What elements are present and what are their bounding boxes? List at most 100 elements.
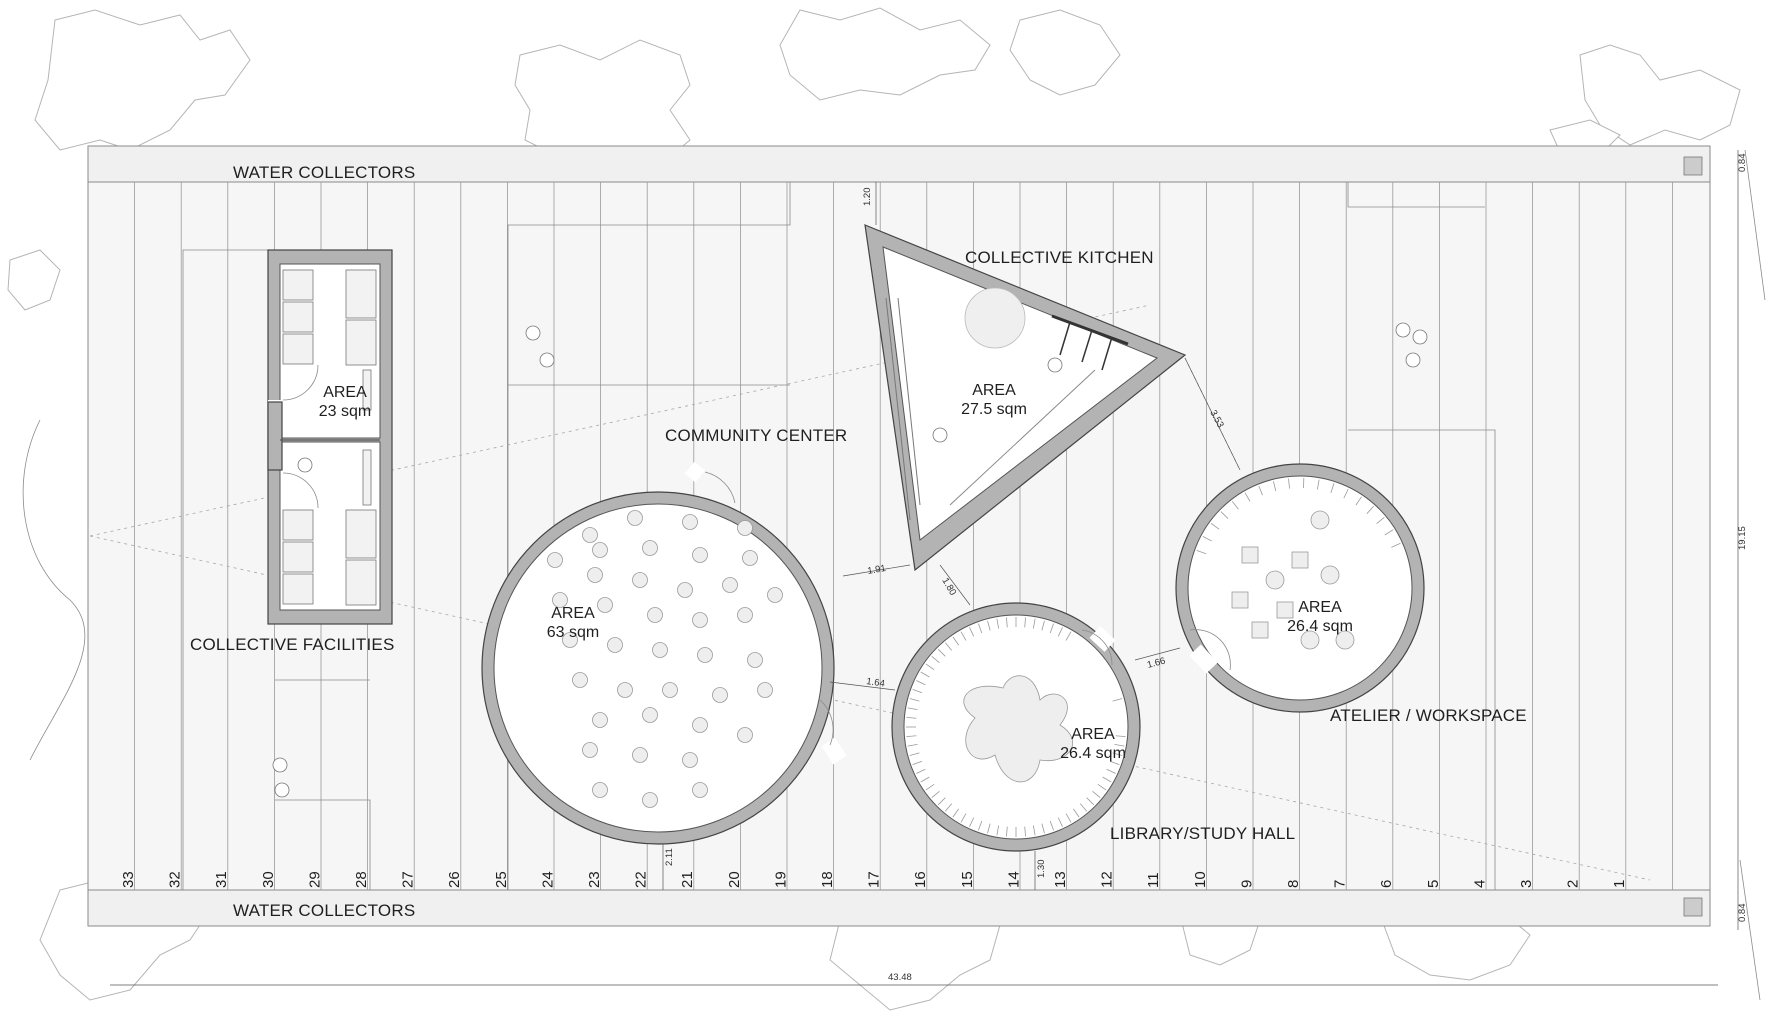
area-facilities-value: 23 sqm: [319, 403, 371, 420]
bay-number: 30: [260, 871, 277, 888]
seat: [722, 577, 738, 593]
shelf-line: [960, 813, 967, 823]
shelf-line: [969, 817, 975, 827]
seat: [642, 707, 658, 723]
shelf-line: [1024, 826, 1026, 837]
label-collective-kitchen: COLLECTIVE KITCHEN: [965, 248, 1154, 267]
shelf-line: [1258, 485, 1263, 496]
bay-number: 11: [1145, 872, 1162, 888]
label-community-center: COMMUNITY CENTER: [665, 426, 847, 445]
shelf-line: [916, 680, 926, 686]
workspace-item: [1241, 546, 1259, 564]
shelf-line: [1330, 483, 1335, 494]
bay-number: 3: [1518, 880, 1535, 888]
seat: [597, 597, 613, 613]
label-water-collectors-bottom: WATER COLLECTORS: [233, 901, 415, 920]
seat: [747, 652, 763, 668]
seat: [642, 792, 658, 808]
shelf-line: [906, 717, 917, 719]
seat: [552, 592, 568, 608]
shelf-line: [1112, 698, 1123, 702]
seat: [562, 632, 578, 648]
seat: [592, 712, 608, 728]
seat: [547, 552, 563, 568]
shelf-line: [1092, 790, 1101, 799]
dim-library-to-atelier: 1.66: [1146, 655, 1167, 670]
shelf-line: [907, 707, 918, 711]
seat: [767, 587, 783, 603]
shelf-line: [1049, 820, 1054, 831]
dim-community-to-library: 1.64: [866, 676, 886, 689]
bay-number: 32: [167, 871, 184, 888]
shelf-line: [1112, 752, 1123, 756]
shelf-line: [1041, 620, 1045, 631]
bay-number: 14: [1005, 871, 1022, 888]
shelf-line: [978, 623, 983, 634]
shelf-line: [960, 631, 967, 641]
library-building: [891, 602, 1141, 852]
workspace-item: [1291, 551, 1309, 569]
seat: [737, 520, 753, 536]
label-library: LIBRARY/STUDY HALL: [1110, 824, 1295, 843]
bay-numbers: 33 32 31 30 29 28 27 26 25 24 23 22 21 20 19 18 17 16 15 14…: [120, 871, 1628, 888]
bay-number: 4: [1471, 880, 1488, 888]
atelier-furniture: [1196, 478, 1401, 650]
shelf-line: [1244, 492, 1251, 502]
workspace-item: [1320, 565, 1340, 585]
shelf-line: [937, 648, 946, 657]
area-community-title: AREA: [551, 605, 595, 622]
shelf-line: [1106, 768, 1116, 774]
seat: [662, 682, 678, 698]
shelf-line: [1073, 808, 1080, 818]
seat: [592, 782, 608, 798]
seat: [582, 742, 598, 758]
dim-kitchen-setback: 1.20: [862, 188, 873, 207]
shelf-line: [912, 760, 923, 765]
seat: [642, 540, 658, 556]
dim-community-to-kitchen: 1.91: [867, 563, 887, 577]
workspace-item: [1265, 570, 1285, 590]
shelf-line: [909, 698, 920, 702]
seat: [737, 727, 753, 743]
shelf-line: [1114, 743, 1125, 747]
people-figures: [272, 322, 1428, 798]
area-kitchen-value: 27.5 sqm: [961, 401, 1027, 418]
bay-number: 1: [1611, 880, 1628, 888]
seat: [692, 547, 708, 563]
shelf-line: [931, 655, 940, 664]
water-collector-top-strip: [87, 145, 1711, 183]
bay-number: 6: [1378, 880, 1395, 888]
shelf-line: [1231, 501, 1239, 510]
shelf-line: [907, 743, 918, 747]
seat: [647, 607, 663, 623]
workspace-item: [1300, 630, 1320, 650]
shelf-line: [1115, 735, 1126, 737]
dim-bottom-strip: 0.84: [1737, 904, 1748, 923]
workspace-item: [1276, 601, 1294, 619]
seat: [582, 527, 598, 543]
shelf-line: [1376, 516, 1385, 525]
shelf-line: [1316, 479, 1320, 490]
bay-number: 27: [400, 871, 417, 888]
shelf-line: [1024, 617, 1026, 628]
shelf-line: [996, 825, 1000, 836]
bay-number: 28: [353, 871, 370, 888]
shelf-line: [925, 784, 935, 791]
shelf-line: [1366, 505, 1374, 514]
bay-number: 18: [819, 871, 836, 888]
shelf-line: [1032, 825, 1036, 836]
bay-number: 22: [633, 871, 650, 888]
bay-number: 15: [959, 871, 976, 888]
shelf-line: [1102, 776, 1112, 783]
dimension-lines: [110, 150, 1739, 986]
shelf-line: [1391, 542, 1401, 548]
bay-number: 8: [1285, 880, 1302, 888]
shelf-line: [1273, 481, 1277, 492]
bay-number: 17: [866, 871, 883, 888]
bay-number: 5: [1425, 880, 1442, 888]
bay-number: 12: [1099, 871, 1116, 888]
seat: [757, 682, 773, 698]
bay-number: 7: [1332, 880, 1349, 888]
bay-number: 25: [493, 871, 510, 888]
shelf-line: [987, 823, 991, 834]
